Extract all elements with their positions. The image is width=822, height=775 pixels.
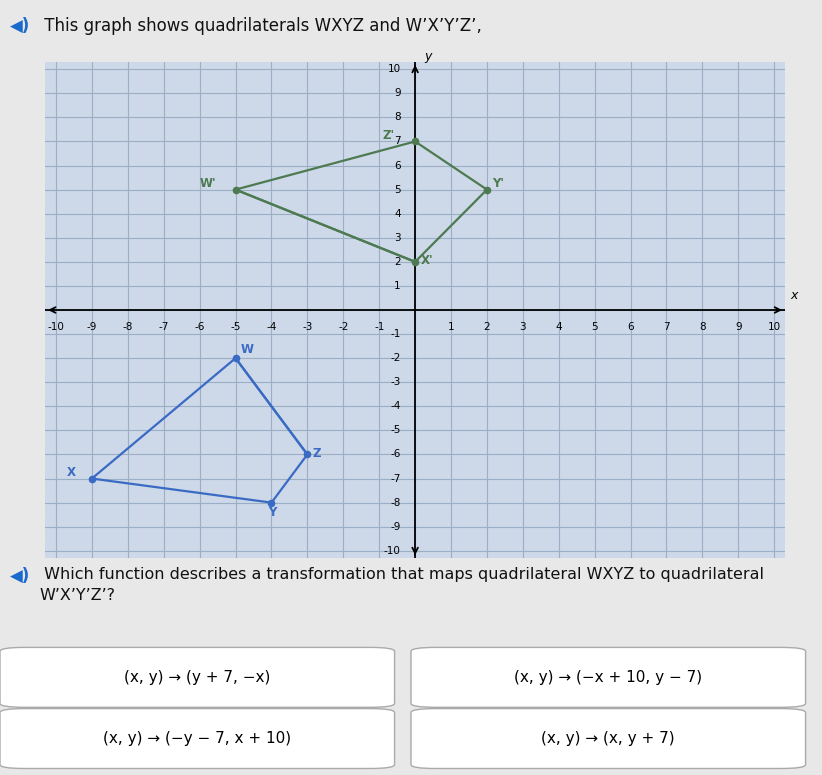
Text: ◀): ◀) (10, 17, 30, 35)
Text: 1: 1 (394, 281, 401, 291)
Text: (x, y) → (x, y + 7): (x, y) → (x, y + 7) (542, 731, 675, 746)
Text: ◀): ◀) (10, 567, 30, 585)
Text: 3: 3 (520, 322, 526, 332)
Text: -1: -1 (390, 329, 401, 339)
Text: -4: -4 (390, 401, 401, 412)
FancyBboxPatch shape (0, 647, 395, 708)
Text: W': W' (200, 177, 216, 190)
Text: This graph shows quadrilaterals WXYZ and W’X’Y’Z’,: This graph shows quadrilaterals WXYZ and… (39, 17, 483, 35)
Text: -2: -2 (390, 353, 401, 363)
Text: -3: -3 (390, 377, 401, 388)
Text: X': X' (421, 254, 433, 267)
Text: 10: 10 (768, 322, 781, 332)
Text: X: X (67, 466, 76, 479)
Text: 9: 9 (735, 322, 741, 332)
Text: 4: 4 (556, 322, 562, 332)
Text: -9: -9 (86, 322, 97, 332)
Text: Z: Z (312, 447, 321, 460)
Text: 9: 9 (394, 88, 401, 98)
Text: (x, y) → (y + 7, −x): (x, y) → (y + 7, −x) (124, 670, 270, 685)
Text: -4: -4 (266, 322, 277, 332)
Text: 6: 6 (627, 322, 634, 332)
Text: Y: Y (268, 506, 276, 519)
Text: (x, y) → (−x + 10, y − 7): (x, y) → (−x + 10, y − 7) (515, 670, 702, 685)
Text: -7: -7 (159, 322, 169, 332)
Text: 8: 8 (394, 112, 401, 122)
Text: 7: 7 (394, 136, 401, 146)
Text: -10: -10 (384, 546, 401, 556)
Text: Which function describes a transformation that maps quadrilateral WXYZ to quadri: Which function describes a transformatio… (39, 567, 764, 603)
FancyBboxPatch shape (411, 647, 806, 708)
Text: 8: 8 (699, 322, 706, 332)
Text: 7: 7 (663, 322, 670, 332)
Text: -7: -7 (390, 474, 401, 484)
FancyBboxPatch shape (0, 708, 395, 769)
Text: 4: 4 (394, 208, 401, 219)
FancyBboxPatch shape (411, 708, 806, 769)
Text: x: x (791, 288, 798, 301)
Text: 2: 2 (394, 257, 401, 267)
Text: Y': Y' (492, 177, 505, 190)
Text: -1: -1 (374, 322, 385, 332)
Text: (x, y) → (−y − 7, x + 10): (x, y) → (−y − 7, x + 10) (104, 731, 291, 746)
Text: 3: 3 (394, 232, 401, 243)
Text: 5: 5 (591, 322, 598, 332)
Text: -10: -10 (48, 322, 64, 332)
Text: 1: 1 (448, 322, 455, 332)
Text: Z': Z' (383, 129, 395, 142)
Text: y: y (424, 50, 432, 64)
Text: 6: 6 (394, 160, 401, 170)
Text: -3: -3 (302, 322, 312, 332)
Text: -5: -5 (230, 322, 241, 332)
Text: -9: -9 (390, 522, 401, 532)
Text: -6: -6 (390, 449, 401, 460)
Text: 2: 2 (483, 322, 490, 332)
Text: 5: 5 (394, 184, 401, 195)
Text: -5: -5 (390, 425, 401, 436)
Text: W: W (241, 343, 254, 356)
Text: -6: -6 (195, 322, 205, 332)
Text: -8: -8 (390, 498, 401, 508)
Text: -2: -2 (338, 322, 349, 332)
Text: 10: 10 (388, 64, 401, 74)
Text: -8: -8 (122, 322, 133, 332)
